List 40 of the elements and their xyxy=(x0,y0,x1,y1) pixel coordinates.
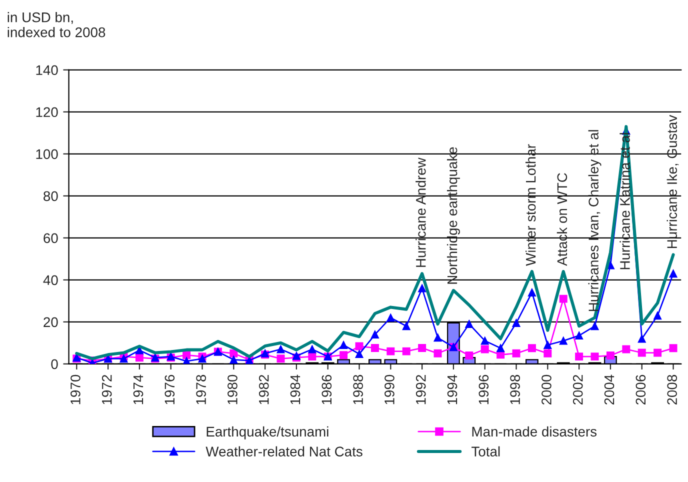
x-tick-label: 1992 xyxy=(416,375,426,404)
legend-label: Weather-related Nat Cats xyxy=(206,446,362,456)
annotation: Northridge earthquake xyxy=(446,147,460,284)
legend-label: Earthquake/tsunami xyxy=(206,426,328,440)
legend-label: Total xyxy=(472,446,500,456)
x-tick-label: 1986 xyxy=(322,374,332,404)
annotation: Winter storm Lothar xyxy=(525,144,536,266)
x-tick-label: 2008 xyxy=(667,374,677,405)
x-tick-label: 2004 xyxy=(604,374,614,405)
y-tick-label: 0 xyxy=(51,359,58,370)
x-tick-label: 1998 xyxy=(510,374,520,404)
x-tick-label: 2000 xyxy=(542,374,552,405)
x-tick-label: 1970 xyxy=(70,374,80,404)
x-tick-label: 1972 xyxy=(102,375,112,404)
x-tick-label: 1978 xyxy=(196,374,206,404)
x-tick-label: 1996 xyxy=(478,374,489,404)
x-tick-label: 2006 xyxy=(636,374,646,405)
y-tick-label: 120 xyxy=(36,107,58,118)
x-tick-label: 1980 xyxy=(228,374,238,404)
x-tick-label: 1988 xyxy=(353,374,363,404)
x-tick-label: 1984 xyxy=(290,374,300,404)
x-tick-label: 1982 xyxy=(258,375,269,404)
x-tick-label: 1976 xyxy=(164,374,175,404)
annotation: Hurricane Andrew xyxy=(416,158,426,267)
legend-label: Man-made disasters xyxy=(472,426,597,437)
annotation: Hurricane Katrina et al xyxy=(620,133,630,270)
y-tick-label: 100 xyxy=(36,149,58,160)
y-axis-title: in USD bn, indexed to 2008 xyxy=(8,12,106,38)
annotation: Hurricane Ike, Gustav xyxy=(666,114,679,248)
x-tick-label: 1974 xyxy=(133,374,144,404)
y-tick-label: 60 xyxy=(44,233,58,244)
y-tick-label: 20 xyxy=(44,317,58,328)
y-tick-label: 40 xyxy=(43,275,58,286)
y-tick-label: 80 xyxy=(44,191,58,202)
x-tick-label: 2002 xyxy=(572,375,583,405)
x-tick-label: 1994 xyxy=(447,374,458,404)
annotation: Hurricanes Ivan, Charley et al xyxy=(588,130,602,312)
x-tick-label: 1990 xyxy=(384,374,394,404)
annotation: Attack on WTC xyxy=(556,173,568,266)
y-tick-label: 140 xyxy=(36,65,58,76)
